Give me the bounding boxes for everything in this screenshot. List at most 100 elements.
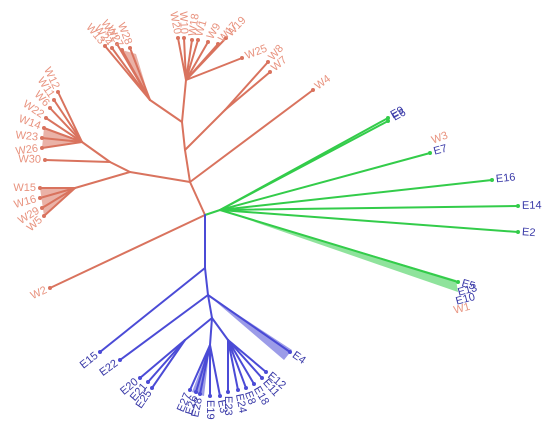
tip-marker [264, 370, 268, 374]
tree-branch [129, 171, 191, 183]
tip-marker [40, 146, 44, 150]
tip-marker [176, 36, 180, 40]
tip-marker [218, 394, 222, 398]
tip-marker [150, 386, 154, 390]
tip-label-w25: W25 [243, 43, 268, 62]
tip-marker [260, 376, 264, 380]
tip-marker [42, 126, 46, 130]
tip-marker [40, 206, 44, 210]
tree-branch [189, 89, 314, 183]
tip-marker [118, 358, 122, 362]
tip-label-e8: E8 [242, 390, 258, 407]
tree-branch [149, 99, 183, 123]
tip-label-e3: E3 [215, 399, 229, 415]
tree-branch [224, 61, 269, 111]
tip-label-e14: E14 [522, 200, 542, 212]
tip-marker [516, 204, 520, 208]
tree-branch [204, 267, 209, 296]
tip-label-e2: E2 [522, 226, 536, 239]
tree-branch [49, 107, 83, 143]
tree-branch [181, 79, 187, 123]
tree-branch [219, 120, 389, 211]
tree-branch [219, 205, 519, 211]
tip-marker [52, 98, 56, 102]
tip-label-e5: E5 [460, 277, 476, 292]
tip-marker [198, 392, 202, 396]
tree-branch [184, 149, 191, 183]
tip-marker [428, 151, 432, 155]
tree-branch [219, 179, 493, 211]
tip-marker [48, 286, 52, 290]
tip-label-e6: E6 [390, 107, 408, 124]
tip-marker [240, 56, 244, 60]
tip-marker [208, 394, 212, 398]
tip-label-e23: E23 [222, 396, 234, 416]
tip-marker [44, 116, 48, 120]
tree-branch [209, 317, 213, 346]
tip-marker [110, 46, 114, 50]
tip-marker [98, 350, 102, 354]
tip-label-e26: E26 [183, 394, 200, 416]
tree-branch [49, 214, 206, 289]
tree-branch [185, 41, 209, 81]
tip-marker [244, 386, 248, 390]
tree-branch [185, 57, 243, 81]
tip-marker [252, 382, 256, 386]
collapsed-clade-fan [42, 128, 82, 148]
tree-branch [116, 43, 151, 101]
tip-label-w20: W20 [167, 11, 183, 35]
tip-marker [386, 119, 390, 123]
tip-label-w3: W3 [430, 130, 450, 147]
tree-branch [139, 339, 186, 379]
tip-label-w19: W19 [224, 15, 248, 40]
tip-label-w16: W16 [13, 193, 38, 211]
tip-marker [196, 38, 200, 42]
tip-label-w26: W26 [15, 143, 39, 158]
tip-marker [42, 214, 46, 218]
tree-branch [227, 339, 255, 385]
tip-marker [56, 90, 60, 94]
tip-marker [268, 70, 272, 74]
tip-marker [38, 186, 42, 190]
tree-branch [219, 209, 519, 233]
tree-branch [227, 339, 267, 373]
tip-label-e10: E10 [454, 291, 476, 308]
tip-label-e16: E16 [495, 171, 516, 185]
collapsed-clade-fan [122, 50, 150, 100]
tip-label-w2: W2 [29, 284, 49, 302]
tip-marker [115, 42, 119, 46]
tip-label-w10: W10 [177, 11, 190, 34]
tip-label-w15: W15 [13, 182, 36, 194]
tip-marker [266, 60, 270, 64]
tip-marker [146, 380, 150, 384]
tree-branch [185, 39, 199, 81]
tip-marker [188, 388, 192, 392]
tip-label-e24: E24 [233, 393, 249, 415]
tip-marker [288, 350, 292, 354]
tree-branch [181, 121, 186, 151]
tree-branch [183, 37, 187, 81]
tree-branch [104, 45, 151, 101]
tree-branch [53, 99, 83, 143]
tree-branch [151, 339, 186, 389]
tree-branch [57, 91, 83, 143]
tree-branch [204, 209, 221, 216]
tip-marker [456, 280, 460, 284]
tip-marker [206, 40, 210, 44]
tip-marker [194, 390, 198, 394]
collapsed-clade-fan [220, 210, 458, 292]
tip-label-w1: W1 [452, 301, 471, 317]
tip-label-e13: E13 [456, 282, 478, 299]
tree-branch [209, 344, 221, 397]
tip-label-e4: E4 [290, 349, 308, 367]
tip-label-e28: E28 [189, 397, 205, 419]
tip-label-e19: E19 [204, 400, 216, 420]
tree-branch [224, 71, 271, 111]
collapsed-clade-fan [192, 345, 210, 396]
tip-marker [38, 196, 42, 200]
tip-marker [190, 38, 194, 42]
tip-marker [48, 106, 52, 110]
tip-marker [103, 44, 107, 48]
tip-label-w23: W23 [15, 129, 39, 143]
